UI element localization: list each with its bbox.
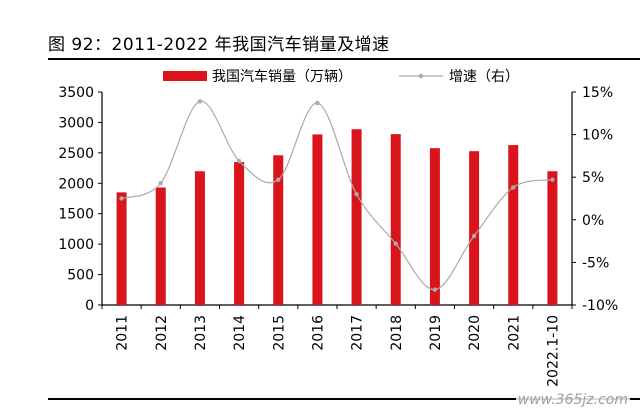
legend-label-growth: 增速（右）: [449, 69, 519, 85]
bar: [116, 192, 127, 305]
left-axis-tick-label: 500: [67, 268, 94, 284]
x-axis-tick-label: 2022.1-10: [545, 315, 561, 387]
right-axis-tick-label: -10%: [582, 298, 618, 314]
x-axis-tick-label: 2018: [389, 315, 405, 351]
x-axis-tick-label: 2013: [193, 315, 209, 351]
title-divider: [48, 58, 640, 60]
x-axis-tick-label: 2014: [232, 315, 248, 351]
left-axis-tick-label: 1500: [58, 207, 94, 223]
growth-line: [121, 100, 553, 291]
left-axis-tick-label: 2500: [58, 146, 94, 162]
bar: [390, 134, 401, 305]
legend-label-sales: 我国汽车销量（万辆）: [212, 68, 352, 85]
watermark: www.365jz.com: [515, 392, 630, 408]
growth-point: [471, 233, 477, 239]
bar: [429, 148, 440, 305]
growth-point: [236, 158, 242, 164]
bar: [547, 171, 558, 305]
bottom-divider: [48, 398, 640, 400]
x-axis-tick-label: 2011: [115, 315, 131, 351]
left-axis-tick-label: 3000: [58, 115, 94, 131]
x-axis-tick-label: 2015: [271, 315, 287, 351]
right-axis-tick-label: 5%: [582, 170, 604, 186]
left-axis-tick-label: 0: [85, 298, 94, 314]
growth-point: [276, 177, 281, 182]
x-axis-tick-label: 2012: [154, 315, 170, 351]
growth-point: [432, 287, 438, 292]
right-axis-tick-label: 15%: [582, 85, 613, 101]
right-axis-tick-label: 10%: [582, 128, 613, 144]
legend-marker-growth: [418, 73, 424, 79]
growth-point: [197, 99, 203, 104]
figure-title: 图 92：2011-2022 年我国汽车销量及增速: [48, 35, 390, 55]
bar: [312, 134, 323, 305]
growth-point: [511, 185, 516, 190]
x-axis-tick-label: 2021: [506, 315, 522, 351]
growth-point: [354, 192, 359, 197]
growth-point: [158, 180, 163, 186]
left-axis-tick-label: 3500: [58, 85, 94, 101]
x-axis-tick-label: 2019: [428, 315, 444, 351]
x-axis-tick-label: 2016: [310, 315, 326, 351]
bar: [273, 155, 284, 305]
bar: [469, 151, 480, 305]
bar: [351, 129, 362, 305]
left-axis-tick-label: 1000: [58, 237, 94, 253]
x-axis-tick-label: 2020: [467, 315, 483, 351]
growth-point: [119, 196, 124, 201]
growth-point: [550, 177, 555, 182]
right-axis-tick-label: -5%: [582, 255, 609, 271]
left-axis-tick-label: 2000: [58, 176, 94, 192]
right-axis-tick-label: 0%: [582, 213, 604, 229]
legend-swatch-sales: [163, 71, 207, 81]
x-axis-tick-label: 2017: [350, 315, 366, 351]
bar: [194, 171, 205, 305]
bar: [155, 187, 166, 305]
bar: [234, 162, 245, 305]
growth-point: [393, 241, 398, 246]
growth-point: [315, 100, 320, 106]
bar: [508, 145, 519, 305]
